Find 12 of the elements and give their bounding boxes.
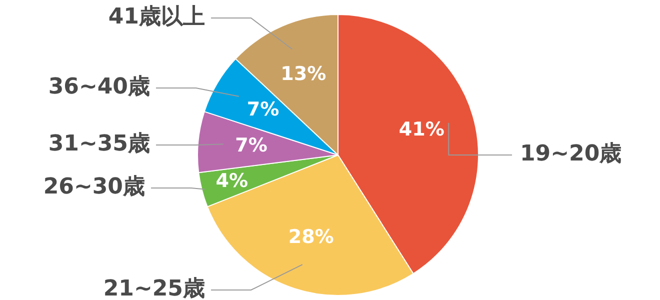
- data-label: 7%: [246, 98, 280, 121]
- slice-label: 31~35歳: [48, 132, 150, 157]
- data-label: 28%: [288, 226, 334, 248]
- data-label: 7%: [235, 134, 268, 157]
- data-label: 4%: [216, 170, 248, 192]
- slice-label: 19~20歳: [520, 142, 622, 167]
- data-label: 13%: [280, 62, 326, 85]
- slice-label: 41歳以上: [108, 4, 205, 30]
- slice-label: 36~40歳: [48, 74, 150, 100]
- data-label: 41%: [398, 118, 444, 141]
- slice-label: 26~30歳: [43, 174, 145, 200]
- slice-label: 21~25歳: [103, 276, 205, 300]
